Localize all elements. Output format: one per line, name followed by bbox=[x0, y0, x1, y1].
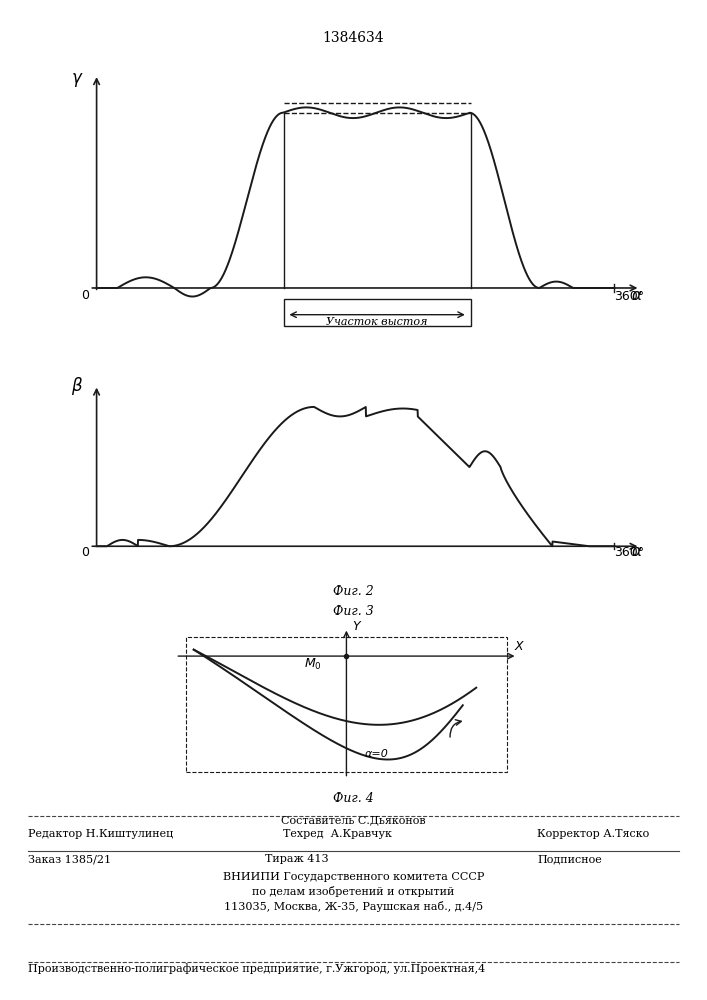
Text: Фиг. 3: Фиг. 3 bbox=[333, 605, 374, 618]
Text: по делам изобретений и открытий: по делам изобретений и открытий bbox=[252, 886, 455, 897]
Text: β: β bbox=[71, 377, 82, 395]
Text: $M_0$: $M_0$ bbox=[304, 657, 322, 672]
Text: γ: γ bbox=[71, 69, 81, 87]
Text: Подписное: Подписное bbox=[537, 854, 602, 864]
Text: α=0: α=0 bbox=[365, 749, 389, 759]
Text: 0: 0 bbox=[81, 546, 89, 559]
Text: 1384634: 1384634 bbox=[322, 31, 385, 45]
Text: ВНИИПИ Государственного комитета СССР: ВНИИПИ Государственного комитета СССР bbox=[223, 872, 484, 882]
Text: 360°: 360° bbox=[614, 290, 645, 303]
Text: Производственно-полиграфическое предприятие, г.Ужгород, ул.Проектная,4: Производственно-полиграфическое предприя… bbox=[28, 963, 486, 974]
Text: Корректор А.Тяско: Корректор А.Тяско bbox=[537, 829, 650, 839]
Text: Тираж 413: Тираж 413 bbox=[265, 854, 329, 864]
Bar bbox=[284, 299, 471, 326]
Bar bbox=[186, 637, 507, 772]
Text: X: X bbox=[515, 640, 523, 653]
Text: Заказ 1385/21: Заказ 1385/21 bbox=[28, 854, 112, 864]
Text: Участок выстоя: Участок выстоя bbox=[327, 317, 428, 327]
Text: Фиг. 4: Фиг. 4 bbox=[333, 792, 374, 805]
Text: α: α bbox=[632, 288, 642, 303]
Text: Редактор Н.Киштулинец: Редактор Н.Киштулинец bbox=[28, 829, 173, 839]
Text: 113035, Москва, Ж-35, Раушская наб., д.4/5: 113035, Москва, Ж-35, Раушская наб., д.4… bbox=[224, 901, 483, 912]
Text: Фиг. 2: Фиг. 2 bbox=[333, 585, 374, 598]
Text: 0: 0 bbox=[81, 289, 89, 302]
Text: Составитель С.Дьяконов: Составитель С.Дьяконов bbox=[281, 815, 426, 825]
Text: Техред  А.Кравчук: Техред А.Кравчук bbox=[283, 829, 392, 839]
Text: 360°: 360° bbox=[614, 546, 645, 559]
Text: Y: Y bbox=[353, 620, 360, 633]
Text: α: α bbox=[632, 544, 642, 559]
